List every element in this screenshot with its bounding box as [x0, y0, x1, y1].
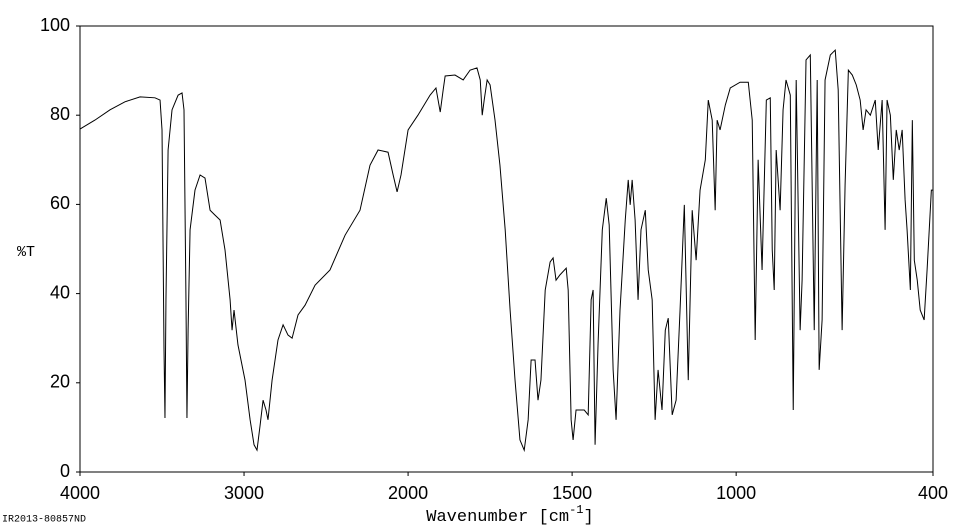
plot-frame [79, 25, 934, 473]
y-tick-label: 20 [50, 372, 70, 392]
x-tick-label: 2000 [388, 483, 428, 503]
y-tick-label: 60 [50, 193, 70, 213]
x-tick-label: 4000 [60, 483, 100, 503]
x-label-text: Wavenumber [cm [426, 508, 569, 527]
x-tick-label: 400 [918, 483, 948, 503]
y-tick-label: 80 [50, 104, 70, 124]
x-tick-label: 1500 [552, 483, 592, 503]
x-axis-label: Wavenumber [cm-1] [426, 503, 593, 527]
y-tick-label: 40 [50, 282, 70, 302]
y-tick-label: 0 [60, 461, 70, 481]
y-tick-label: 100 [40, 15, 70, 35]
x-tick-label: 3000 [224, 483, 264, 503]
spectrum-line [79, 48, 933, 453]
footnote: IR2013-80857ND [2, 515, 86, 526]
x-label-power: -1 [569, 503, 583, 517]
x-tick-label: 1000 [716, 483, 756, 503]
x-label-close: ] [584, 508, 594, 527]
y-axis-label: %T [17, 244, 35, 261]
